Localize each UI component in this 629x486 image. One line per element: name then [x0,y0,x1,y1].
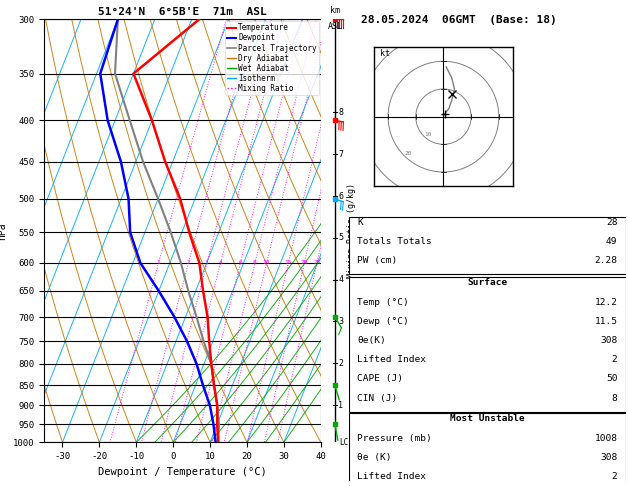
FancyBboxPatch shape [349,413,626,486]
Text: PW (cm): PW (cm) [357,256,398,265]
Text: 3: 3 [338,317,343,326]
Text: CAPE (J): CAPE (J) [357,375,403,383]
Text: 10: 10 [263,260,270,265]
Text: K: K [357,218,363,227]
Text: 2.28: 2.28 [594,256,618,265]
Text: 11.5: 11.5 [594,317,618,326]
Text: 8: 8 [338,108,343,117]
Text: 15: 15 [284,260,292,265]
Text: 3: 3 [205,260,209,265]
Text: 4: 4 [218,260,222,265]
Text: 1: 1 [157,260,160,265]
Text: Temp (°C): Temp (°C) [357,297,409,307]
Text: 7: 7 [338,150,343,159]
Text: 20: 20 [301,260,308,265]
FancyBboxPatch shape [349,277,626,412]
Text: 2: 2 [612,355,618,364]
Text: 5: 5 [338,233,343,243]
Text: 308: 308 [600,453,618,462]
Text: 28: 28 [606,218,618,227]
Text: 6: 6 [238,260,242,265]
Text: 50: 50 [606,375,618,383]
Text: 8: 8 [612,394,618,403]
Text: ASL: ASL [328,21,342,31]
Text: θe(K): θe(K) [357,336,386,345]
Text: 4: 4 [338,275,343,284]
Text: 25: 25 [313,260,321,265]
Text: 10: 10 [424,132,431,137]
Text: Dewp (°C): Dewp (°C) [357,317,409,326]
Text: 1008: 1008 [594,434,618,443]
Text: 2: 2 [612,472,618,481]
Title: 51°24'N  6°5B'E  71m  ASL: 51°24'N 6°5B'E 71m ASL [98,7,267,17]
Text: 1: 1 [338,400,343,410]
Text: Lifted Index: Lifted Index [357,355,426,364]
Text: km: km [330,6,340,15]
Text: 6: 6 [338,191,343,201]
Y-axis label: hPa: hPa [0,222,8,240]
FancyBboxPatch shape [349,216,626,274]
Text: 8: 8 [253,260,257,265]
Text: 2: 2 [338,359,343,368]
Text: 28.05.2024  06GMT  (Base: 18): 28.05.2024 06GMT (Base: 18) [361,15,557,25]
Text: 12.2: 12.2 [594,297,618,307]
Text: CIN (J): CIN (J) [357,394,398,403]
Text: 308: 308 [600,336,618,345]
Text: θe (K): θe (K) [357,453,392,462]
Legend: Temperature, Dewpoint, Parcel Trajectory, Dry Adiabat, Wet Adiabat, Isotherm, Mi: Temperature, Dewpoint, Parcel Trajectory… [225,21,320,95]
Text: Most Unstable: Most Unstable [450,414,525,423]
Text: 20: 20 [404,151,412,156]
Text: Pressure (mb): Pressure (mb) [357,434,432,443]
Text: 49: 49 [606,237,618,246]
Text: Surface: Surface [467,278,508,287]
X-axis label: Dewpoint / Temperature (°C): Dewpoint / Temperature (°C) [98,467,267,477]
Text: Totals Totals: Totals Totals [357,237,432,246]
Text: Mixing Ratio (g/kg): Mixing Ratio (g/kg) [347,183,357,278]
Text: Lifted Index: Lifted Index [357,472,426,481]
Text: LCL: LCL [339,438,353,447]
Text: 2: 2 [187,260,190,265]
Text: kt: kt [380,49,390,58]
